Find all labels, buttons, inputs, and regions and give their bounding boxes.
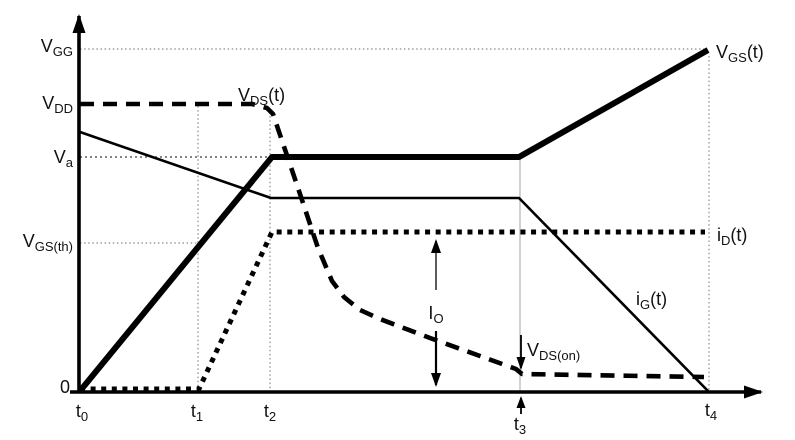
label-main: t [190,401,196,421]
label-suffix: (t) [746,42,764,62]
label-main: V [716,42,729,62]
label-main: t [263,401,269,421]
x-tick-t3: t3 [513,414,526,436]
label-suffix: (t) [268,85,286,105]
y-tick-vdd: VDD [42,93,73,115]
curve-id [80,229,705,392]
y-axis-arrowhead [72,14,86,33]
label-sub: 1 [195,409,204,424]
label-sub: 0 [80,409,89,424]
label-suffix: (t) [650,289,668,309]
label-main: t [75,401,81,421]
label-sub: O [433,311,444,326]
io-arrow-down-arrowhead [431,373,441,387]
label-main: V [42,93,55,113]
label-main: V [53,147,66,167]
label-main: t [704,400,710,420]
x-tick-t1: t1 [190,401,203,423]
label-sub: DD [54,101,73,116]
y-tick-va: Va [53,147,73,169]
label-main: V [40,36,53,56]
label-main: i [717,225,721,245]
label-sub: DS(on) [539,348,581,363]
label-sub: 3 [518,422,527,437]
label-sub: DS [250,93,269,108]
annotation-label-io: IO [425,303,447,325]
io-arrow-up-arrowhead [431,239,441,253]
label-sub: 2 [268,409,277,424]
curve-label-ig: iG(t) [636,289,668,311]
label-sub: GG [52,44,73,59]
curve-vgs [77,47,710,393]
label-sub: D [721,233,731,248]
y-tick-vgsth: VGS(th) [22,231,73,253]
annotation-label-vdson: VDS(on) [527,340,580,362]
label-suffix: (t) [730,225,748,245]
label-sub: GS [728,50,747,65]
label-main: 0 [59,377,70,397]
x-tick-t2: t2 [263,401,276,423]
vdson-arrow-arrowhead [516,357,526,370]
curve-label-id: iD(t) [717,225,748,247]
label-main: i [636,289,640,309]
label-sub: 4 [709,408,718,423]
label-main: V [22,231,35,251]
curve-label-vgs: VGS(t) [716,42,764,64]
y-tick-vgg: VGG [40,36,73,58]
label-main: V [238,85,251,105]
x-tick-t4: t4 [704,400,717,422]
label-sub: G [640,297,651,312]
label-main: t [513,414,519,434]
curve-vds [80,101,705,380]
label-sub: a [65,155,73,170]
x-axis-arrowhead [744,385,763,399]
label-main: I [428,303,434,323]
curve-ig [79,130,709,392]
label-sub: GS(th) [34,239,73,254]
label-main: V [527,340,540,360]
x-tick-t0: t0 [75,401,88,423]
y-tick-zero: 0 [60,378,70,396]
curve-label-vds: VDS(t) [238,85,286,107]
t3-arrow-arrowhead [516,396,526,408]
